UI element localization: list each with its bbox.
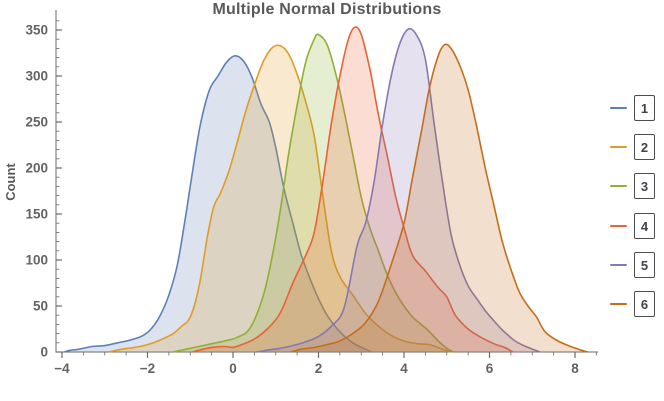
series-fill-4	[192, 27, 513, 352]
y-tick-label: 250	[25, 115, 48, 130]
series-fill-6	[290, 44, 588, 352]
legend-line-swatch-5	[610, 263, 627, 267]
y-tick-label: 0	[40, 345, 48, 360]
series-curve-6	[290, 43, 589, 353]
legend-item-2: 2	[610, 134, 655, 160]
legend-item-6: 6	[610, 291, 655, 317]
y-tick-label: 100	[25, 253, 48, 268]
legend-line-swatch-6	[610, 302, 627, 306]
series-curve-3	[173, 33, 454, 353]
series-curve-2	[108, 44, 452, 353]
series-curve-1	[63, 54, 373, 353]
y-tick-label: 300	[25, 69, 48, 84]
legend-line-swatch-1	[610, 106, 627, 110]
y-tick-label: 50	[33, 299, 48, 314]
x-tick-label: −2	[140, 361, 155, 376]
series-curve-4	[192, 26, 514, 353]
series-fill-2	[109, 45, 451, 353]
legend-key-box-2: 2	[634, 134, 655, 160]
x-tick-label: 6	[486, 361, 494, 376]
y-tick-label: 350	[25, 23, 48, 38]
x-tick-label: −4	[54, 361, 70, 376]
y-tick-label: 150	[25, 207, 48, 222]
legend-key-box-4: 4	[634, 213, 655, 239]
legend-key-box-1: 1	[634, 95, 655, 121]
legend-line-swatch-4	[610, 224, 627, 228]
legend-line-swatch-3	[610, 184, 627, 188]
legend-key-box-5: 5	[634, 252, 655, 278]
legend-key-box-3: 3	[634, 173, 655, 199]
x-tick-label: 8	[571, 361, 579, 376]
x-tick-label: 4	[400, 361, 408, 376]
chart-title: Multiple Normal Distributions	[212, 1, 442, 18]
x-tick-label: 0	[229, 361, 237, 376]
series-fill-3	[173, 34, 454, 352]
legend-key-box-6: 6	[634, 291, 655, 317]
legend-item-3: 3	[610, 173, 655, 199]
legend-line-swatch-2	[610, 145, 627, 149]
legend-item-1: 1	[610, 95, 655, 121]
legend-item-4: 4	[610, 213, 655, 239]
legend-item-5: 5	[610, 252, 655, 278]
series-fill-5	[256, 28, 540, 352]
series-curve-5	[256, 27, 541, 353]
x-tick-label: 2	[315, 361, 323, 376]
y-tick-label: 200	[25, 161, 48, 176]
